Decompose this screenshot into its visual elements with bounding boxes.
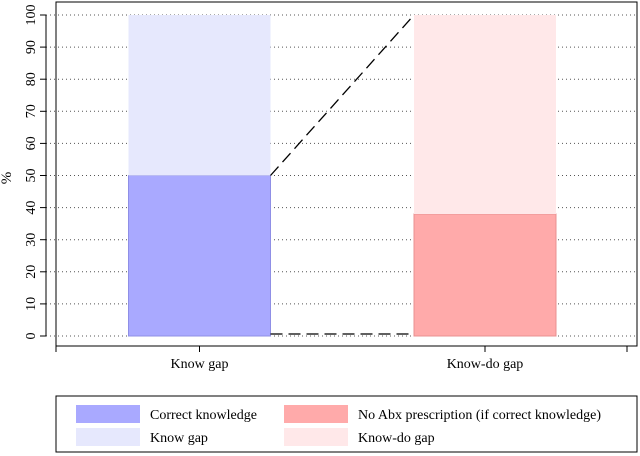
dashed-connector <box>270 14 415 176</box>
x-tick-label: Know-do gap <box>447 357 524 372</box>
y-tick-label: 100 <box>24 5 39 26</box>
y-tick-label: 20 <box>24 265 39 279</box>
legend-swatch <box>284 428 348 446</box>
legend-label: Know-do gap <box>358 431 435 446</box>
legend-label: Know gap <box>150 431 208 446</box>
legend-swatch <box>76 405 140 423</box>
y-tick-label: 10 <box>24 297 39 311</box>
bar-segment <box>128 175 271 336</box>
x-tick-label: Know gap <box>171 357 229 372</box>
legend-label: Correct knowledge <box>150 408 257 423</box>
y-tick-label: 0 <box>24 333 39 340</box>
y-tick-label: 70 <box>24 104 39 118</box>
y-axis-title: % <box>0 172 15 185</box>
y-tick-label: 40 <box>24 201 39 215</box>
legend-swatch <box>284 405 348 423</box>
legend-label: No Abx prescription (if correct knowledg… <box>358 408 601 423</box>
connector-lines <box>270 14 415 335</box>
bar-segment <box>414 214 556 336</box>
y-tick-label: 90 <box>24 40 39 54</box>
bars-group <box>128 15 557 337</box>
y-tick-label: 50 <box>24 169 39 183</box>
legend: Correct knowledge No Abx prescription (if… <box>55 395 638 453</box>
legend-frame <box>55 395 638 453</box>
y-tick-label: 60 <box>24 136 39 150</box>
x-axis: Know gap Know-do gap <box>55 345 628 372</box>
legend-swatch <box>76 428 140 446</box>
y-tick-label: 30 <box>24 233 39 247</box>
bar-segment <box>128 15 271 176</box>
bar-segment <box>414 15 556 215</box>
y-axis: 0 10 20 30 40 50 60 70 80 90 100 <box>24 5 47 340</box>
y-tick-label: 80 <box>24 72 39 86</box>
